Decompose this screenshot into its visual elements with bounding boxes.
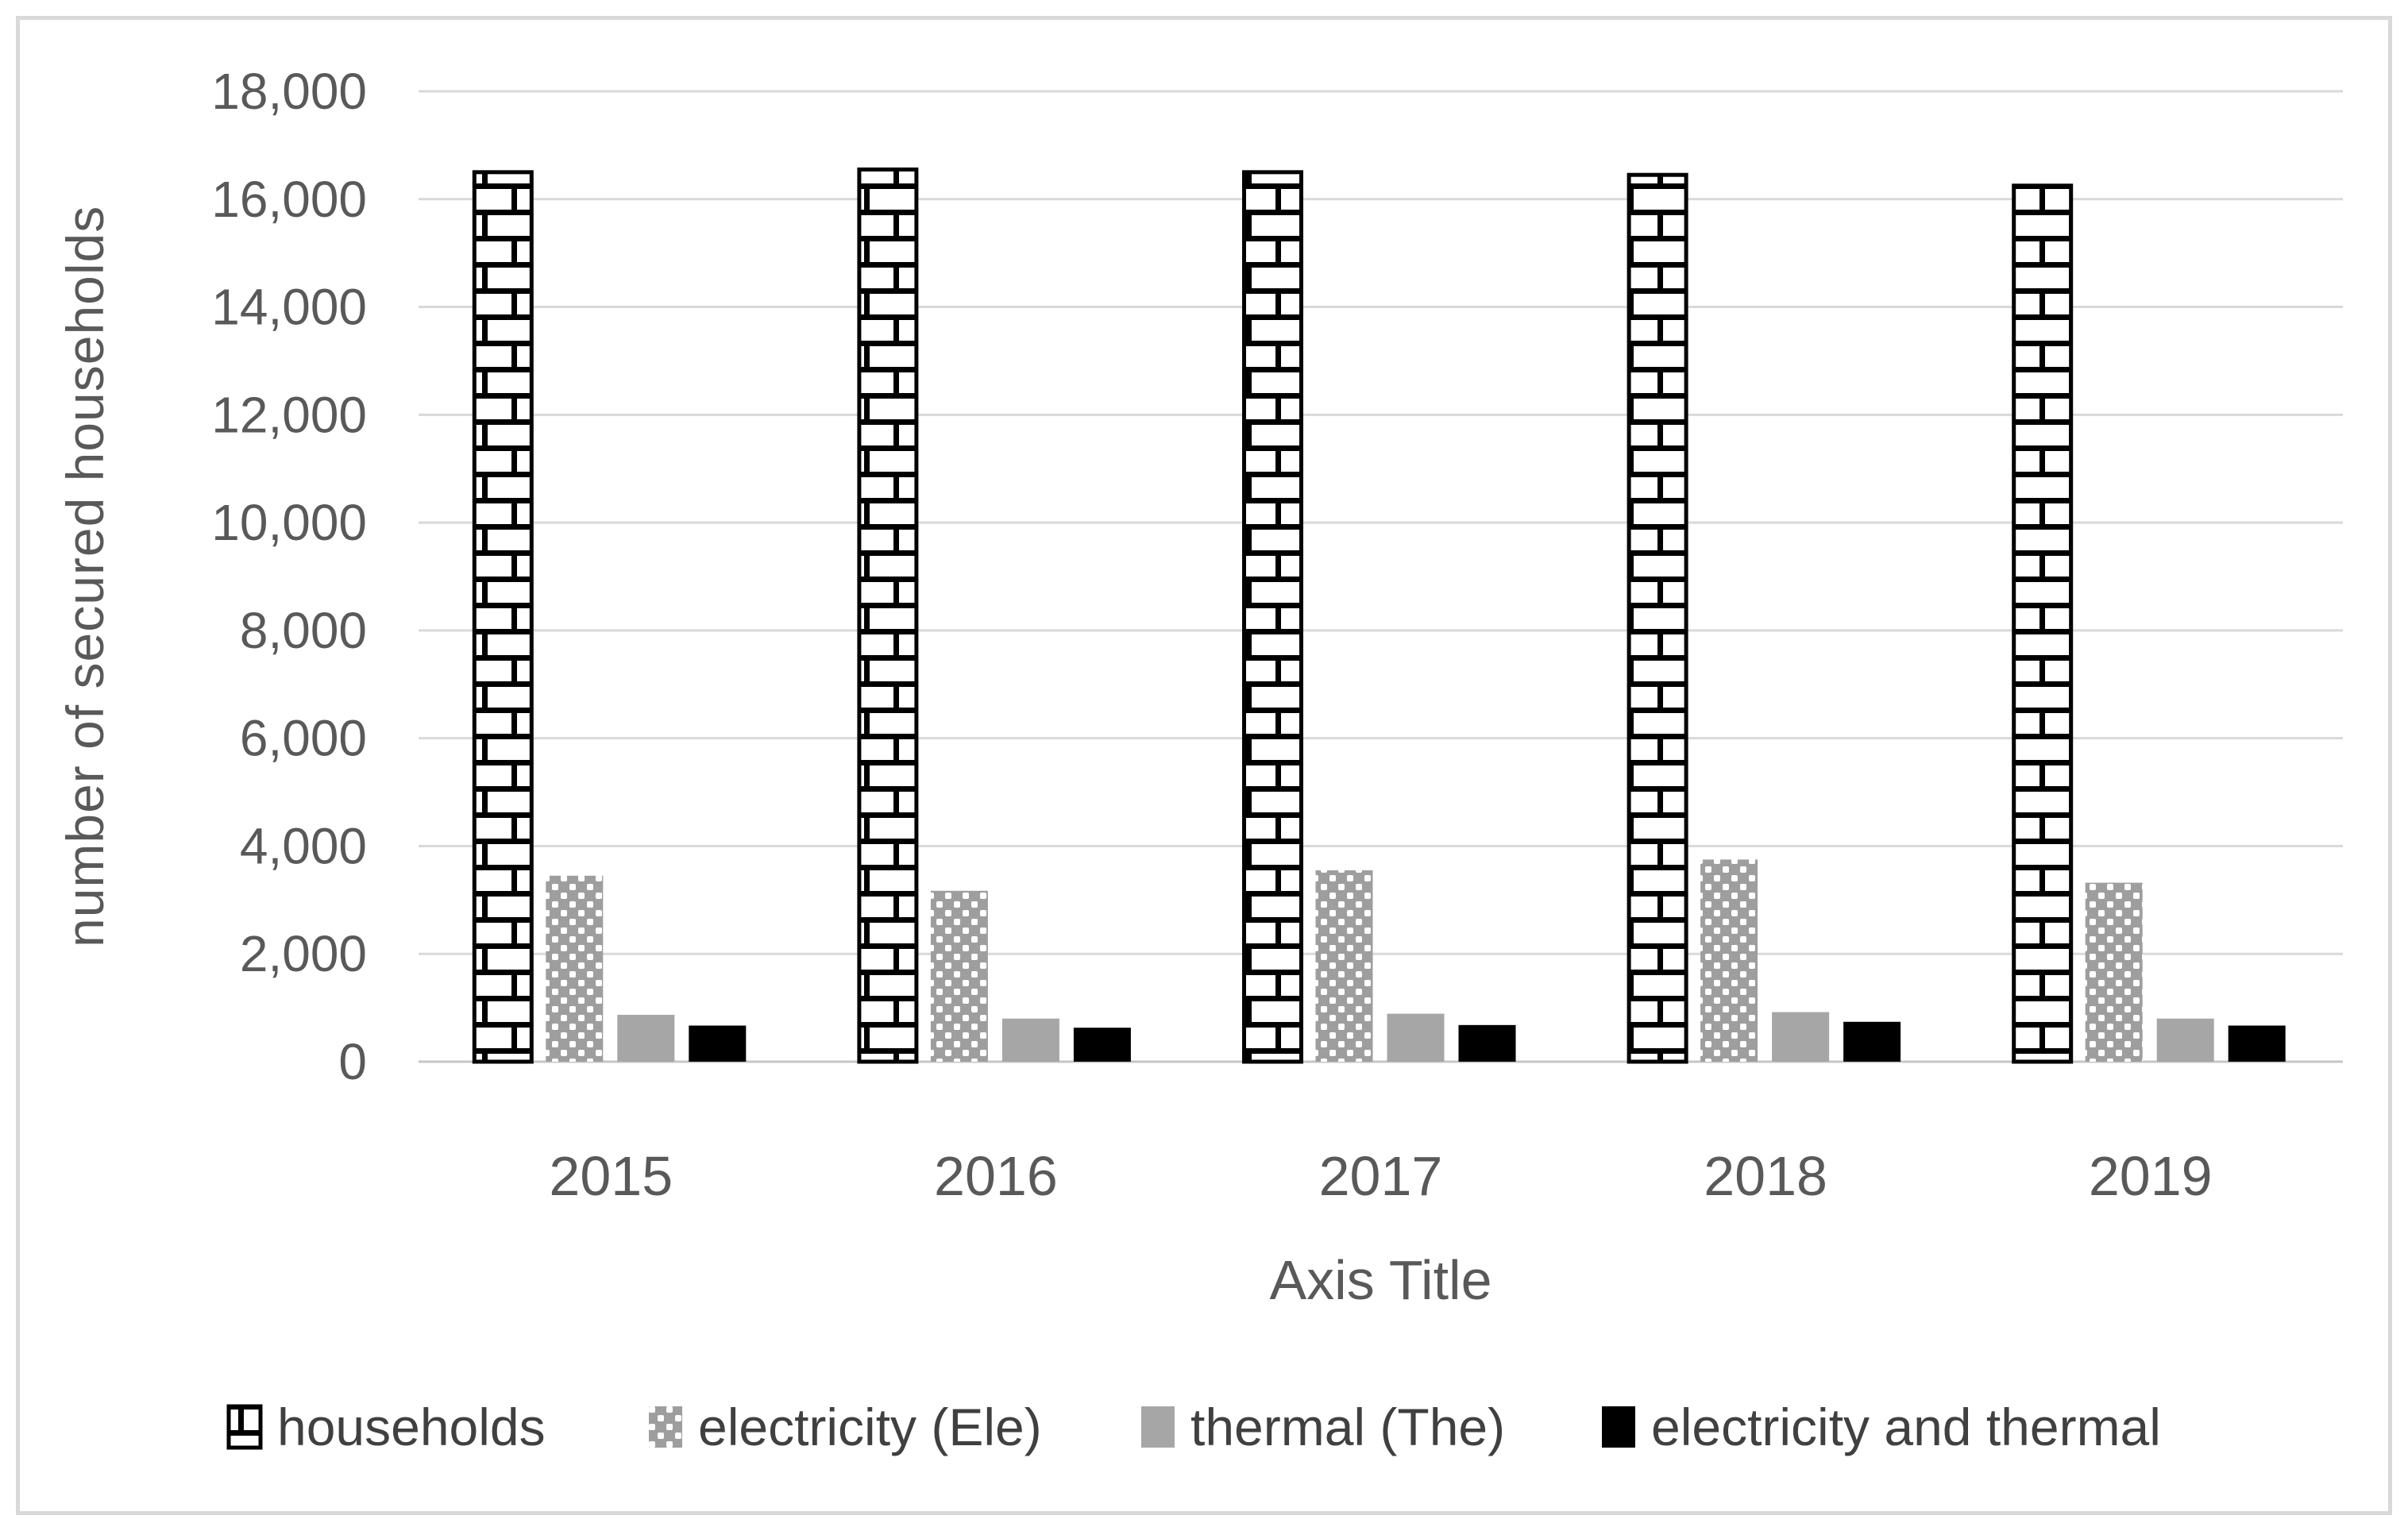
y-tick-label: 12,000 xyxy=(211,386,367,443)
legend-label: electricity and thermal xyxy=(1651,1398,2161,1456)
bar-electricity-and-thermal-2019 xyxy=(2228,1025,2286,1062)
marker-swatch xyxy=(1602,1406,1635,1448)
y-tick-label: 16,000 xyxy=(211,171,367,228)
bar-electricity-ele--2018 xyxy=(1700,859,1758,1062)
legend: households electricity (Ele) thermal (Th… xyxy=(0,1391,2408,1463)
black-square-icon xyxy=(1600,1405,1637,1449)
y-tick-label: 14,000 xyxy=(211,279,367,336)
x-category-label: 2019 xyxy=(2089,1145,2213,1207)
legend-item-electricity: electricity (Ele) xyxy=(647,1391,1042,1463)
bar-electricity-ele--2016 xyxy=(930,890,988,1062)
legend-item-electricity-and-thermal: electricity and thermal xyxy=(1600,1391,2161,1463)
x-category-label: 2015 xyxy=(549,1145,673,1207)
x-category-label: 2018 xyxy=(1704,1145,1827,1207)
y-axis-title: number of secured households xyxy=(56,205,114,948)
bar-electricity-and-thermal-2015 xyxy=(689,1025,747,1062)
chart-outer-border xyxy=(16,16,2392,1515)
axis-labels-layer: 0 2,000 4,000 6,000 8,000 10,000 12,000 14,000 1… xyxy=(211,63,2212,1207)
legend-item-thermal: thermal (The) xyxy=(1140,1391,1505,1463)
y-tick-label: 2,000 xyxy=(240,925,367,982)
bar-electricity-and-thermal-2016 xyxy=(1073,1028,1131,1062)
y-tick-label: 0 xyxy=(338,1033,367,1090)
bar-thermal-the--2017 xyxy=(1387,1013,1445,1062)
bar-electricity-and-thermal-2017 xyxy=(1458,1024,1516,1062)
bar-electricity-ele--2015 xyxy=(546,875,604,1062)
y-tick-label: 18,000 xyxy=(211,63,367,120)
bar-thermal-the--2016 xyxy=(1001,1018,1059,1062)
bar-electricity-ele--2019 xyxy=(2085,882,2143,1062)
y-tick-label: 4,000 xyxy=(240,817,367,874)
y-tick-label: 10,000 xyxy=(211,494,367,551)
x-category-label: 2017 xyxy=(1319,1145,1443,1207)
bar-thermal-the--2018 xyxy=(1772,1012,1830,1062)
bar-thermal-the--2019 xyxy=(2156,1018,2214,1062)
x-category-label: 2016 xyxy=(934,1145,1058,1207)
bars-layer xyxy=(472,167,2286,1064)
bar-households-2018 xyxy=(1627,172,1688,1064)
bar-households-2015 xyxy=(472,170,534,1064)
marker-swatch xyxy=(1141,1406,1175,1448)
bar-electricity-ele--2017 xyxy=(1315,870,1373,1062)
dots-pattern-icon xyxy=(647,1405,684,1449)
brick-pattern-icon xyxy=(226,1404,263,1450)
bar-households-2019 xyxy=(2012,183,2074,1064)
y-tick-label: 8,000 xyxy=(240,602,367,659)
legend-label: thermal (The) xyxy=(1190,1398,1506,1456)
marker-swatch xyxy=(649,1406,682,1448)
bar-thermal-the--2015 xyxy=(617,1014,675,1062)
legend-label: households xyxy=(277,1398,546,1456)
y-tick-label: 6,000 xyxy=(240,710,367,767)
gray-square-icon xyxy=(1140,1405,1176,1449)
legend-label: electricity (Ele) xyxy=(698,1398,1042,1456)
bar-electricity-and-thermal-2018 xyxy=(1843,1021,1901,1062)
x-axis-title: Axis Title xyxy=(1269,1249,1492,1311)
legend-item-households: households xyxy=(226,1391,546,1463)
bar-households-2017 xyxy=(1242,170,1303,1064)
marker-swatch xyxy=(226,1404,263,1450)
bar-households-2016 xyxy=(857,167,919,1064)
